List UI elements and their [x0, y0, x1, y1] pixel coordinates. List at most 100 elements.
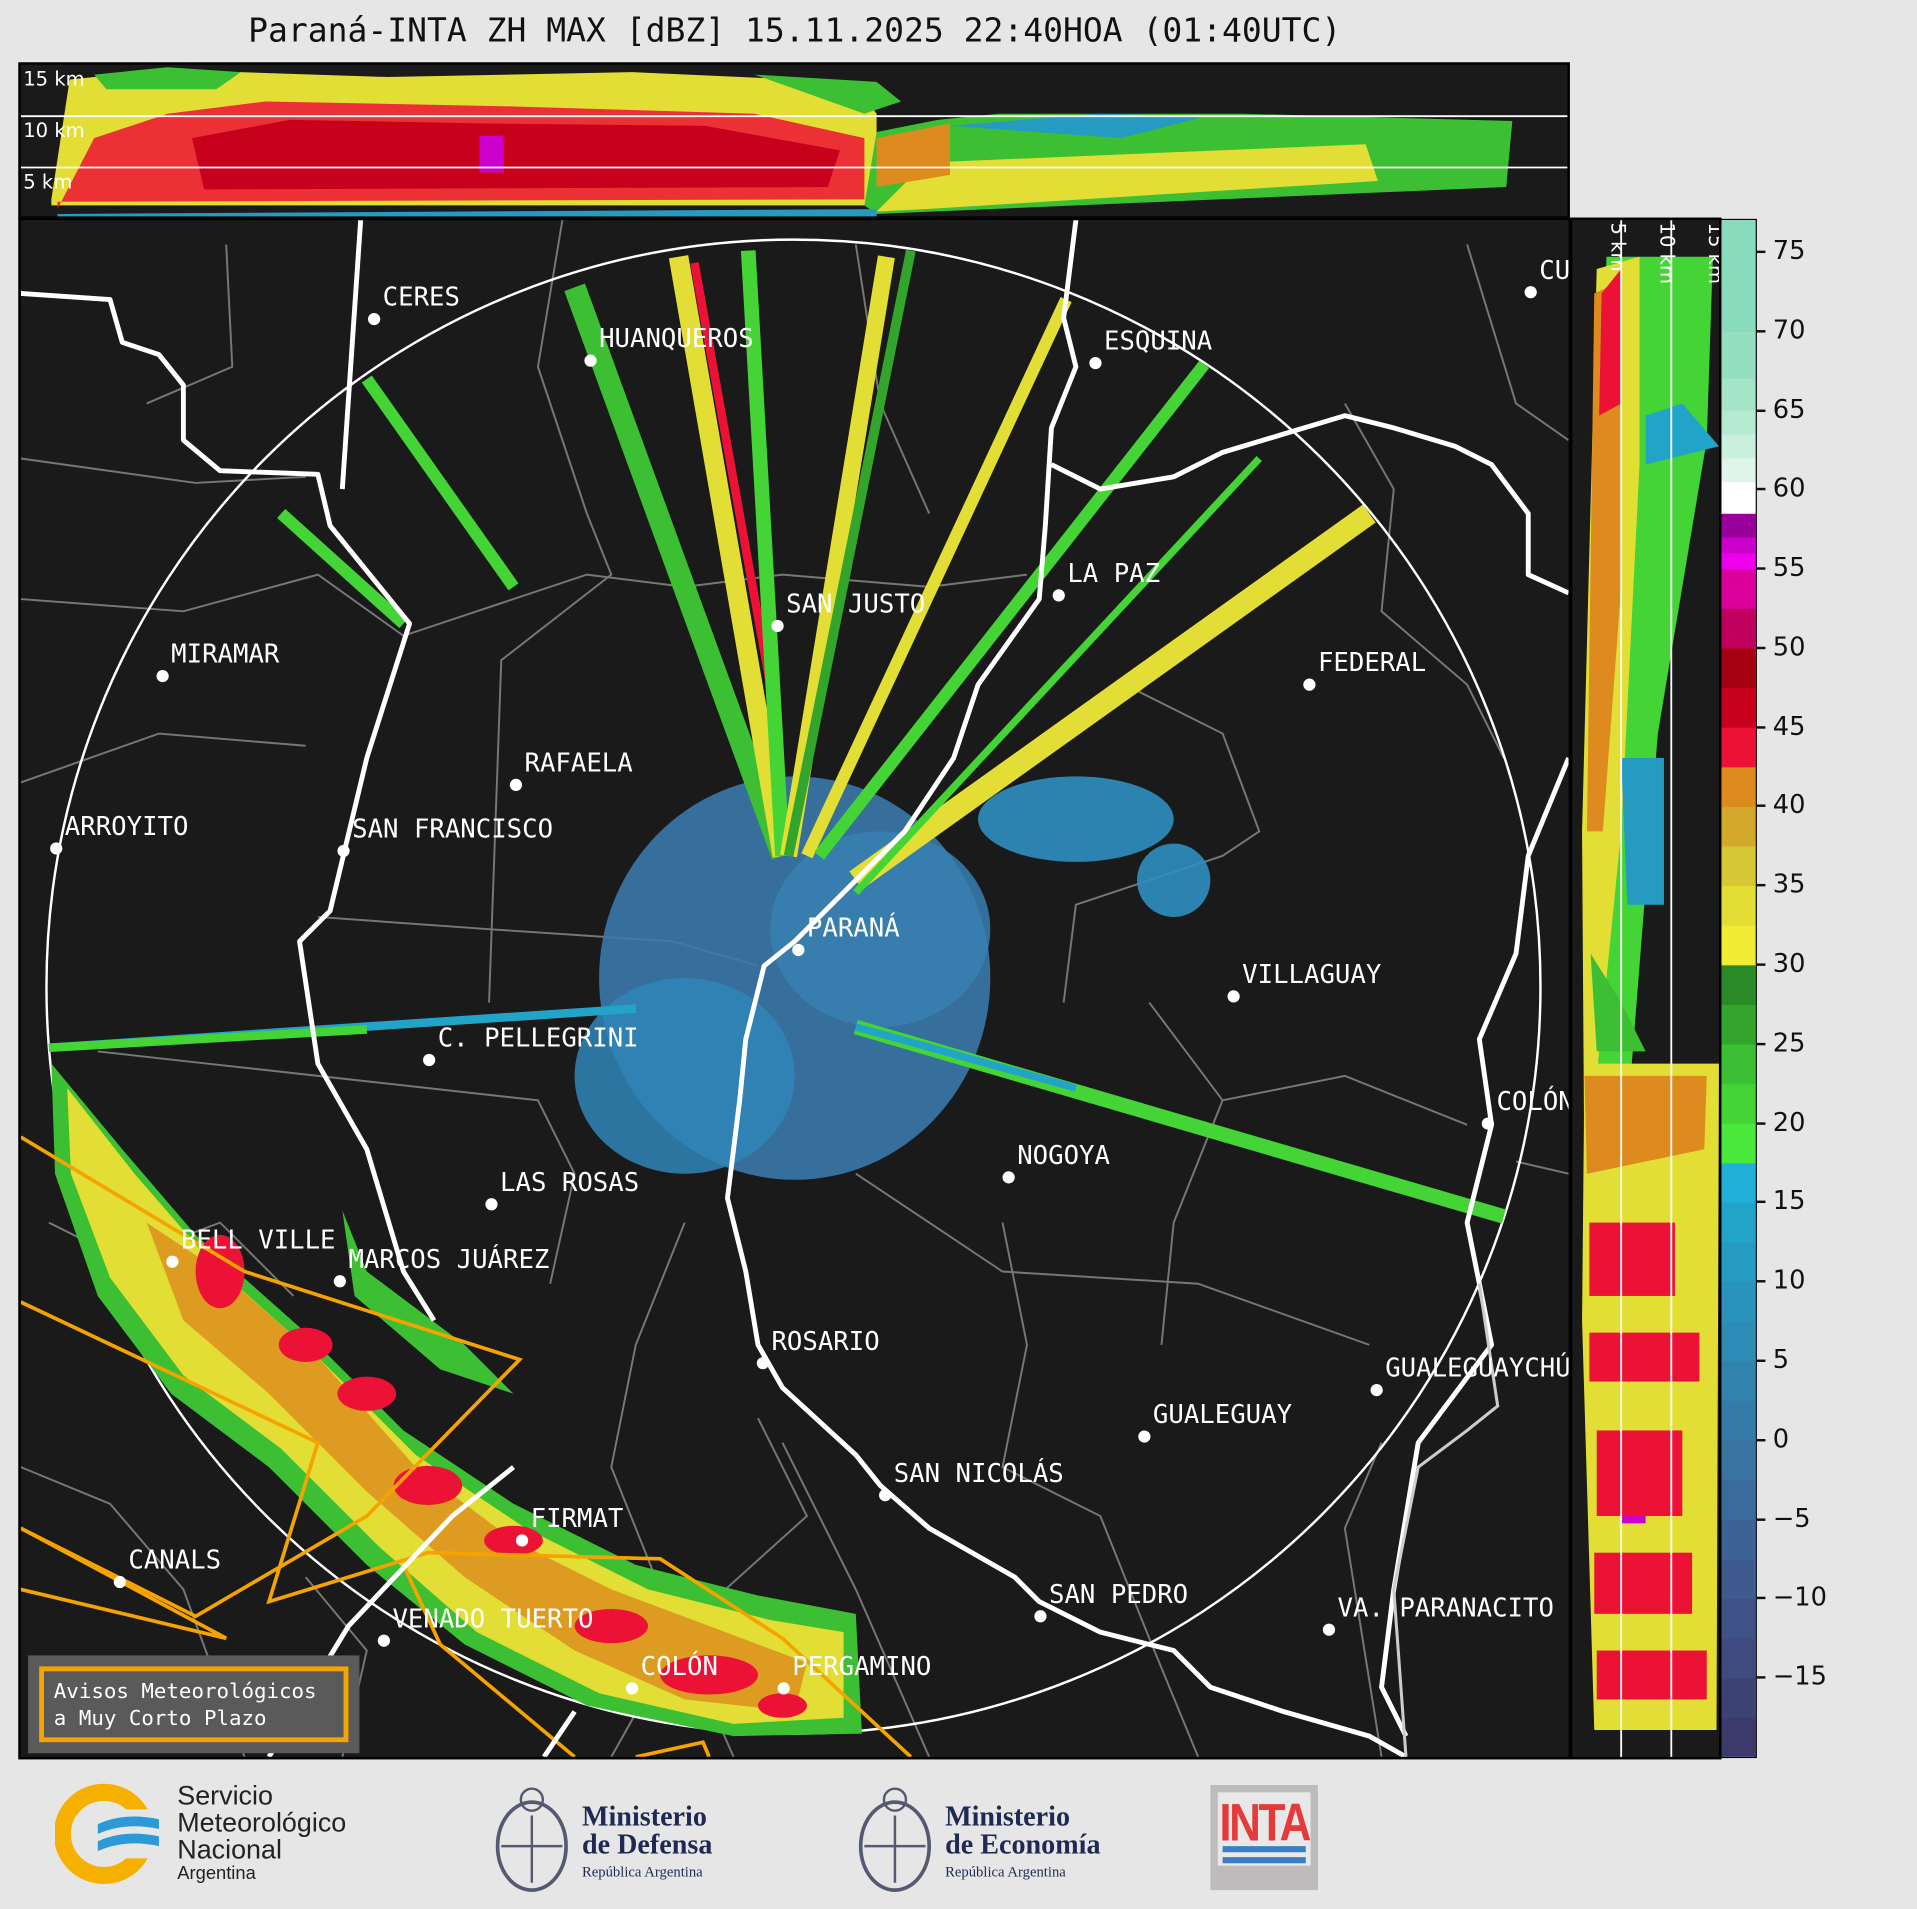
colorbar-bin	[1721, 481, 1756, 514]
city-label: GUALEGUAY	[1152, 1399, 1293, 1430]
colorbar-tick-mark	[1756, 1121, 1766, 1125]
economia-line3: República Argentina	[945, 1863, 1066, 1881]
colorbar-bin	[1721, 608, 1756, 649]
city-marker	[1227, 990, 1240, 1003]
colorbar-bin	[1721, 410, 1756, 435]
city-marker	[625, 1682, 639, 1695]
colorbar-tick-label: −15	[1772, 1661, 1827, 1692]
colorbar-bin	[1721, 552, 1756, 570]
colorbar-bin	[1721, 647, 1756, 689]
colorbar-tick-mark	[1756, 250, 1766, 253]
colorbar-bin	[1721, 1360, 1756, 1402]
colorbar-bin	[1721, 925, 1756, 966]
colorbar-bin	[1721, 687, 1756, 728]
colorbar-tick-label: 5	[1772, 1344, 1790, 1375]
city-label: MIRAMAR	[171, 639, 280, 669]
altitude-label-10km: 10 km	[23, 118, 85, 142]
colorbar-bin	[1721, 1558, 1756, 1600]
city-label: ESQUINA	[1104, 326, 1213, 356]
city-marker	[166, 1255, 179, 1268]
colorbar-tick-label: 15	[1772, 1186, 1806, 1216]
city-label: SAN FRANCISCO	[352, 814, 554, 844]
colorbar-tick-label: −10	[1772, 1582, 1827, 1612]
economia-line1: Ministerio	[945, 1800, 1071, 1832]
defensa-line1: Ministerio	[581, 1800, 707, 1832]
logo-ministerio-economia: Ministerio de Economía República Argenti…	[852, 1773, 1133, 1901]
colorbar	[1720, 218, 1757, 1759]
city-label: VA. PARANACITO	[1337, 1593, 1554, 1623]
city-marker	[1089, 356, 1102, 370]
logo-ministerio-defensa: Ministerio de Defensa República Argentin…	[489, 1773, 758, 1901]
city-marker	[1303, 678, 1316, 691]
colorbar-bin	[1721, 433, 1756, 459]
radar-map[interactable]: CERES HUANQUEROS ESQUINA CURUZÚ CUATIÁ SAN J…	[18, 217, 1572, 1760]
colorbar-bin	[1721, 1598, 1756, 1639]
colorbar-bin	[1721, 378, 1756, 411]
city-marker	[1034, 1610, 1047, 1623]
logo-inta: INTA	[1210, 1784, 1318, 1891]
colorbar-bin	[1721, 330, 1756, 380]
city-marker	[485, 1198, 498, 1211]
city-marker	[792, 943, 805, 957]
city-marker	[333, 1275, 346, 1288]
top-cross-section-echoes	[20, 67, 1568, 217]
city-marker	[771, 619, 784, 633]
smn-emblem-icon	[55, 1783, 172, 1885]
colorbar-bin	[1721, 1123, 1756, 1164]
colorbar-bin	[1721, 845, 1756, 887]
colorbar-bin	[1721, 964, 1756, 1005]
city-label: SAN PEDRO	[1048, 1579, 1189, 1609]
city-label: MARCOS JUÁREZ	[348, 1244, 550, 1274]
coat-of-arms-icon	[495, 1787, 568, 1892]
colorbar-bins	[1721, 220, 1756, 1757]
colorbar-bin	[1721, 536, 1756, 554]
colorbar-tick-mark	[1756, 963, 1766, 966]
colorbar-bin	[1721, 1638, 1756, 1679]
city-label: BELL VILLE	[180, 1225, 336, 1255]
colorbar-bin	[1721, 1043, 1756, 1085]
colorbar-bin	[1721, 1321, 1756, 1362]
city-label: NOGOYA	[1017, 1140, 1110, 1171]
colorbar-tick-label: 20	[1772, 1107, 1806, 1137]
city-marker	[337, 844, 350, 858]
warnings-box[interactable]: Avisos Meteorológicos a Muy Corto Plazo	[28, 1655, 360, 1754]
altitude-label-15km: 15 km	[23, 67, 85, 91]
city-marker	[756, 1357, 770, 1370]
city-marker	[1481, 1117, 1495, 1130]
altitude-label-5km-vertical: 5 km	[1606, 222, 1630, 272]
city-marker	[777, 1682, 790, 1695]
colorbar-tick-mark	[1756, 1517, 1766, 1521]
coat-of-arms-icon	[858, 1787, 932, 1892]
city-label: CERES	[382, 282, 460, 312]
city-label: VILLAGUAY	[1242, 959, 1382, 990]
city-marker	[1524, 286, 1537, 299]
colorbar-tick-mark	[1756, 1438, 1766, 1442]
city-marker	[1370, 1383, 1383, 1397]
colorbar-tick-mark	[1756, 1280, 1766, 1283]
colorbar-tick-label: 45	[1772, 711, 1806, 741]
city-marker	[50, 842, 63, 855]
city-marker	[1002, 1171, 1015, 1184]
colorbar-tick-mark	[1756, 805, 1766, 808]
colorbar-tick-mark	[1756, 329, 1766, 333]
city-label: CURUZÚ CUATIÁ	[1539, 255, 1571, 285]
colorbar-tick-label: 75	[1772, 235, 1806, 266]
city-marker	[1052, 589, 1065, 602]
colorbar-bin	[1721, 806, 1756, 847]
colorbar-tick-mark	[1756, 1676, 1766, 1679]
right-cross-section-echoes	[1582, 220, 1719, 1757]
warnings-box-line2: a Muy Corto Plazo	[53, 1706, 267, 1732]
radar-map-canvas	[20, 220, 1569, 1757]
city-marker	[1138, 1430, 1151, 1443]
city-label: FEDERAL	[1317, 647, 1427, 678]
inta-text: INTA	[1219, 1792, 1311, 1853]
colorbar-tick-label: 25	[1772, 1028, 1806, 1058]
colorbar-tick-label: 50	[1772, 631, 1806, 662]
colorbar-tick-label: 10	[1772, 1265, 1806, 1296]
city-label: RAFAELA	[524, 748, 633, 778]
altitude-label-15km-vertical: 15 km	[1704, 222, 1722, 285]
colorbar-tick-label: 70	[1772, 315, 1806, 345]
colorbar-tick-label: 65	[1772, 394, 1806, 424]
smn-line4: Argentina	[177, 1863, 256, 1885]
city-label: ROSARIO	[771, 1326, 880, 1356]
